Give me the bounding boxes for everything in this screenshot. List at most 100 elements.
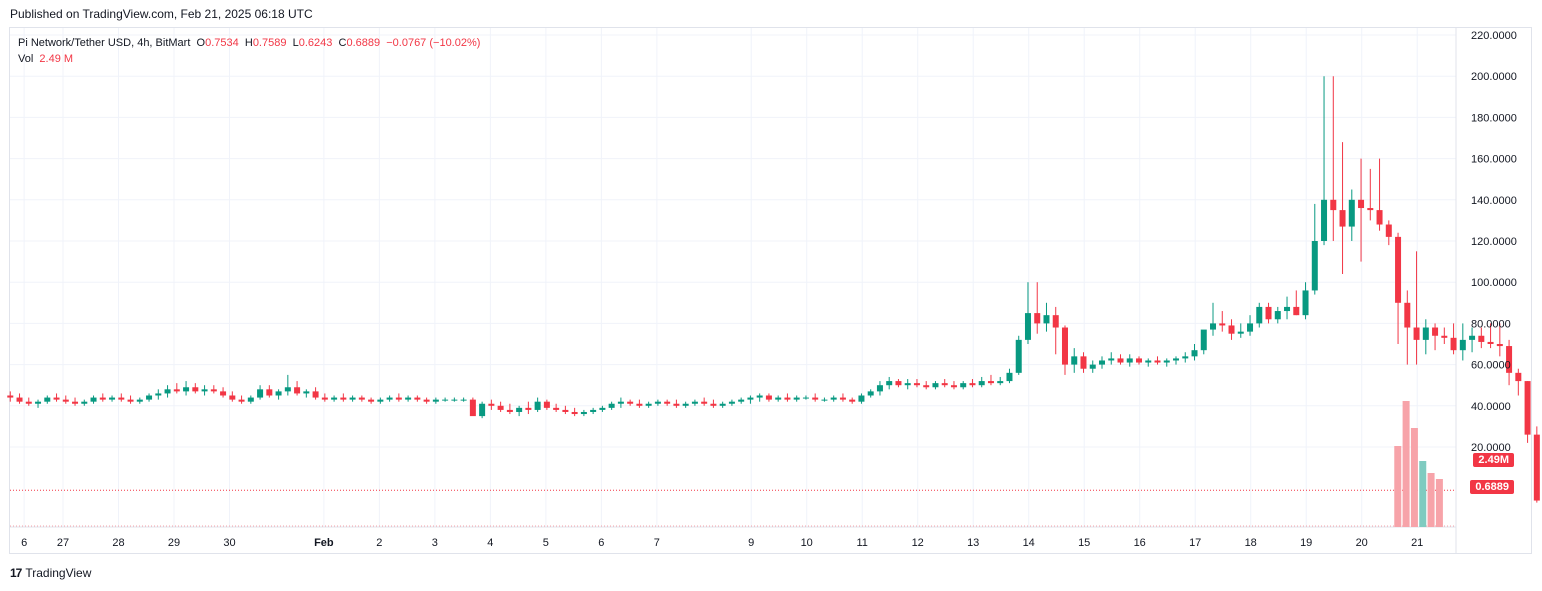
candle — [99, 393, 106, 402]
candle-body — [932, 383, 939, 388]
candle-body — [1191, 350, 1198, 357]
symbol-label[interactable]: Pi Network/Tether USD, 4h, BitMart — [18, 37, 191, 49]
candle — [414, 395, 421, 402]
candle — [229, 391, 236, 402]
candle — [284, 374, 291, 396]
x-tick-label: 17 — [1189, 537, 1201, 549]
candle — [118, 393, 125, 402]
candle — [451, 397, 458, 402]
candle — [331, 395, 338, 402]
candle — [1136, 356, 1143, 365]
candle — [821, 397, 828, 402]
y-tick-label: 100.0000 — [1471, 277, 1517, 289]
candle-body — [1182, 356, 1189, 359]
candle-body — [1385, 224, 1392, 237]
candle — [1367, 168, 1374, 221]
y-tick-label: 140.0000 — [1471, 195, 1517, 207]
candle — [1098, 356, 1105, 369]
candle — [460, 397, 467, 402]
x-tick-label: 20 — [1356, 537, 1368, 549]
candle-body — [414, 397, 421, 400]
candle-body — [849, 399, 856, 402]
tradingview-brand[interactable]: 17 TradingView — [10, 566, 91, 580]
candle-body — [1478, 335, 1485, 342]
candle-body — [1219, 323, 1226, 326]
candle-body — [35, 401, 42, 404]
candle-body — [1154, 360, 1161, 363]
candle-body — [349, 397, 356, 400]
candle — [895, 379, 902, 388]
x-tick-label: 16 — [1134, 537, 1146, 549]
volume-row: Vol 2.49 M — [18, 51, 480, 67]
candle-body — [701, 401, 708, 404]
candle — [590, 407, 597, 415]
volume-bar — [1435, 479, 1443, 527]
candle-body — [238, 399, 245, 402]
candle-body — [109, 397, 116, 400]
candle-body — [127, 399, 134, 402]
volume-bar — [1410, 428, 1418, 527]
candle — [7, 391, 14, 402]
candle-body — [987, 381, 994, 384]
candle-body — [950, 385, 957, 388]
candle — [275, 389, 282, 400]
candle-body — [608, 403, 615, 408]
candle-body — [1136, 358, 1143, 363]
candle-body — [136, 399, 143, 402]
candle — [950, 381, 957, 390]
candle — [793, 395, 800, 402]
candle-body — [164, 389, 171, 394]
candle-body — [1080, 356, 1087, 369]
x-tick-label: 12 — [912, 537, 924, 549]
candle-body — [590, 409, 597, 412]
volume-label[interactable]: Vol — [18, 53, 34, 65]
candle — [201, 385, 208, 396]
candle — [987, 374, 994, 386]
candle-body — [1284, 306, 1291, 312]
candle-body — [1358, 199, 1365, 209]
candle — [238, 395, 245, 404]
candle — [867, 389, 874, 398]
candle-body — [432, 399, 439, 402]
candle-body — [275, 391, 282, 396]
brand-label: TradingView — [25, 566, 92, 580]
candle — [479, 401, 486, 419]
y-tick-label: 80.0000 — [1471, 318, 1511, 330]
candle-body — [1256, 306, 1263, 324]
candle — [349, 395, 356, 402]
candle — [44, 395, 51, 404]
candle — [294, 381, 301, 396]
candle-body — [599, 407, 606, 410]
x-tick-label: 14 — [1023, 537, 1035, 549]
candle — [886, 376, 893, 390]
candle — [1089, 360, 1096, 373]
open-value: 0.7534 — [205, 37, 239, 49]
candle — [784, 393, 791, 402]
candle-body — [1311, 241, 1318, 291]
candle — [405, 395, 412, 402]
candle-body — [1515, 372, 1522, 382]
candle — [146, 393, 153, 402]
chart-frame[interactable] — [9, 27, 1532, 554]
candle-body — [728, 401, 735, 404]
candle-body — [645, 403, 652, 406]
candle — [543, 399, 550, 410]
candle-body — [201, 389, 208, 392]
candle-body — [516, 407, 523, 412]
candle — [506, 403, 513, 415]
candle — [1450, 323, 1457, 355]
candle-body — [386, 397, 393, 400]
y-tick-label: 120.0000 — [1471, 236, 1517, 248]
candle — [377, 397, 384, 404]
candle — [830, 395, 837, 402]
candle-body — [1228, 325, 1235, 334]
candle — [488, 399, 495, 410]
candle — [719, 401, 726, 408]
candle-body — [469, 399, 476, 417]
candle-body — [1432, 327, 1439, 336]
candle — [1496, 323, 1503, 357]
candle — [1173, 356, 1180, 365]
candle — [691, 399, 698, 406]
candle-body — [25, 401, 32, 404]
